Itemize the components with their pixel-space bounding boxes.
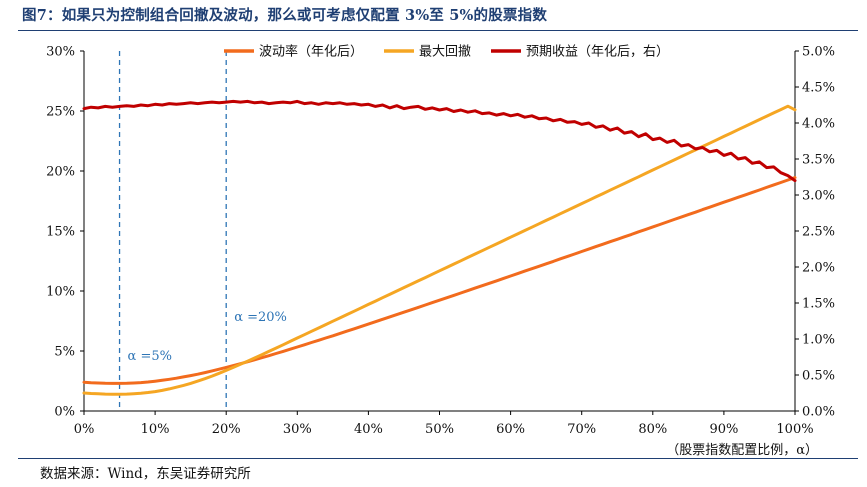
y-right-tick-label: 3.0% xyxy=(802,189,835,204)
legend-label: 最大回撤 xyxy=(419,44,471,60)
series-line xyxy=(82,176,797,385)
x-tick-label: 0% xyxy=(74,422,95,437)
y-left-tick-label: 5% xyxy=(54,345,75,360)
figure-title: 图7：如果只为控制组合回撤及波动，那么或可考虑仅配置 3%至 5%的股票指数 xyxy=(22,7,548,24)
series-lines xyxy=(82,99,797,396)
x-tick-label: 30% xyxy=(283,422,312,437)
y-right-tick-label: 1.5% xyxy=(802,297,835,312)
reference-line-label: α =20% xyxy=(234,310,287,325)
x-tick-label: 80% xyxy=(638,422,667,437)
y-left-tick-label: 15% xyxy=(46,225,75,240)
y-right-tick-label: 5.0% xyxy=(802,45,835,60)
chart-axes: 0% 5% 10% 15% 20% 25% 30% 0.0% 0.5% 1.0% 1.5% 2.0% 2… xyxy=(46,45,835,438)
y-right-tick-label: 0.0% xyxy=(802,405,835,420)
x-tick-label: 20% xyxy=(212,422,241,437)
y-left-tick-label: 20% xyxy=(46,165,75,180)
x-tick-label: 70% xyxy=(567,422,596,437)
x-tick-label: 60% xyxy=(496,422,525,437)
series-line xyxy=(82,104,797,396)
y-right-tick-label: 3.5% xyxy=(802,153,835,168)
series-line xyxy=(82,99,797,183)
data-source: 数据来源：Wind，东吴证券研究所 xyxy=(40,466,251,482)
y-right-tick-label: 0.5% xyxy=(802,369,835,384)
x-tick-label: 100% xyxy=(776,422,813,437)
reference-lines: α =5% α =20% xyxy=(118,51,287,411)
chart-legend: 波动率（年化后） 最大回撤 预期收益（年化后，右） xyxy=(224,44,669,60)
x-tick-label: 50% xyxy=(425,422,454,437)
title-rule xyxy=(18,30,858,31)
x-tick-label: 90% xyxy=(709,422,738,437)
y-right-tick-label: 2.0% xyxy=(802,261,835,276)
y-right-tick-label: 4.0% xyxy=(802,117,835,132)
y-right-tick-label: 2.5% xyxy=(802,225,835,240)
y-right-tick-label: 4.5% xyxy=(802,81,835,96)
y-left-tick-label: 0% xyxy=(54,405,75,420)
legend-label: 预期收益（年化后，右） xyxy=(526,45,669,60)
legend-label: 波动率（年化后） xyxy=(259,44,363,60)
reference-line-label: α =5% xyxy=(128,349,172,364)
y-left-tick-label: 10% xyxy=(46,285,75,300)
y-left-tick-label: 25% xyxy=(46,105,75,120)
source-rule xyxy=(18,458,858,459)
y-right-tick-label: 1.0% xyxy=(802,333,835,348)
x-tick-label: 10% xyxy=(141,422,170,437)
x-tick-label: 40% xyxy=(354,422,383,437)
x-axis-label: （股票指数配置比例，α） xyxy=(666,443,818,458)
y-left-tick-label: 30% xyxy=(46,45,75,60)
